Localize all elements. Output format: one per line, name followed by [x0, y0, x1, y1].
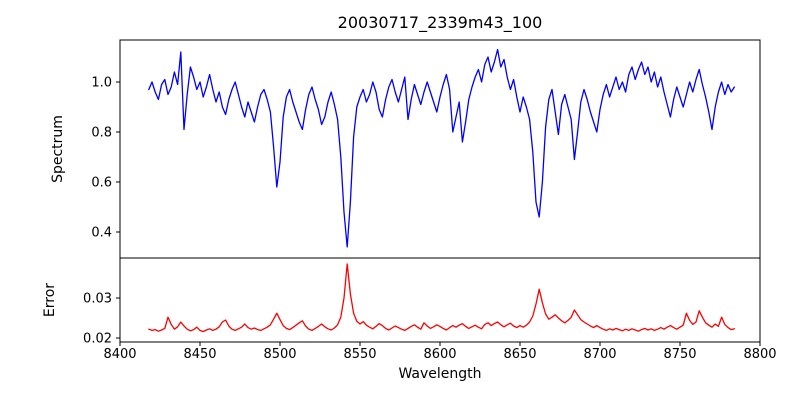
error-line — [148, 263, 736, 333]
y-tick-label: 0.6 — [91, 176, 112, 191]
x-tick-label: 8650 — [503, 347, 536, 362]
y-tick-label: 0.02 — [83, 332, 112, 347]
panel-frame-0 — [119, 39, 761, 259]
x-tick-label: 8500 — [263, 347, 296, 362]
x-tick-label: 8800 — [743, 347, 776, 362]
x-tick-label: 8750 — [663, 347, 696, 362]
y-tick-label: 0.03 — [83, 292, 112, 307]
x-axis-label: Wavelength — [398, 366, 482, 382]
spectrum-line — [148, 48, 736, 248]
x-tick-label: 8400 — [103, 347, 136, 362]
y-tick-label: 0.8 — [91, 126, 112, 141]
chart-title: 20030717_2339m43_100 — [337, 13, 543, 32]
y-tick-label: 0.4 — [91, 226, 112, 241]
x-tick-label: 8550 — [343, 347, 376, 362]
y-tick-label: 1.0 — [91, 76, 112, 91]
x-tick-label: 8450 — [183, 347, 216, 362]
y-axis-label-spectrum: Spectrum — [50, 115, 66, 183]
x-tick-label: 8700 — [583, 347, 616, 362]
y-axis-label-error: Error — [42, 282, 58, 318]
x-tick-label: 8600 — [423, 347, 456, 362]
